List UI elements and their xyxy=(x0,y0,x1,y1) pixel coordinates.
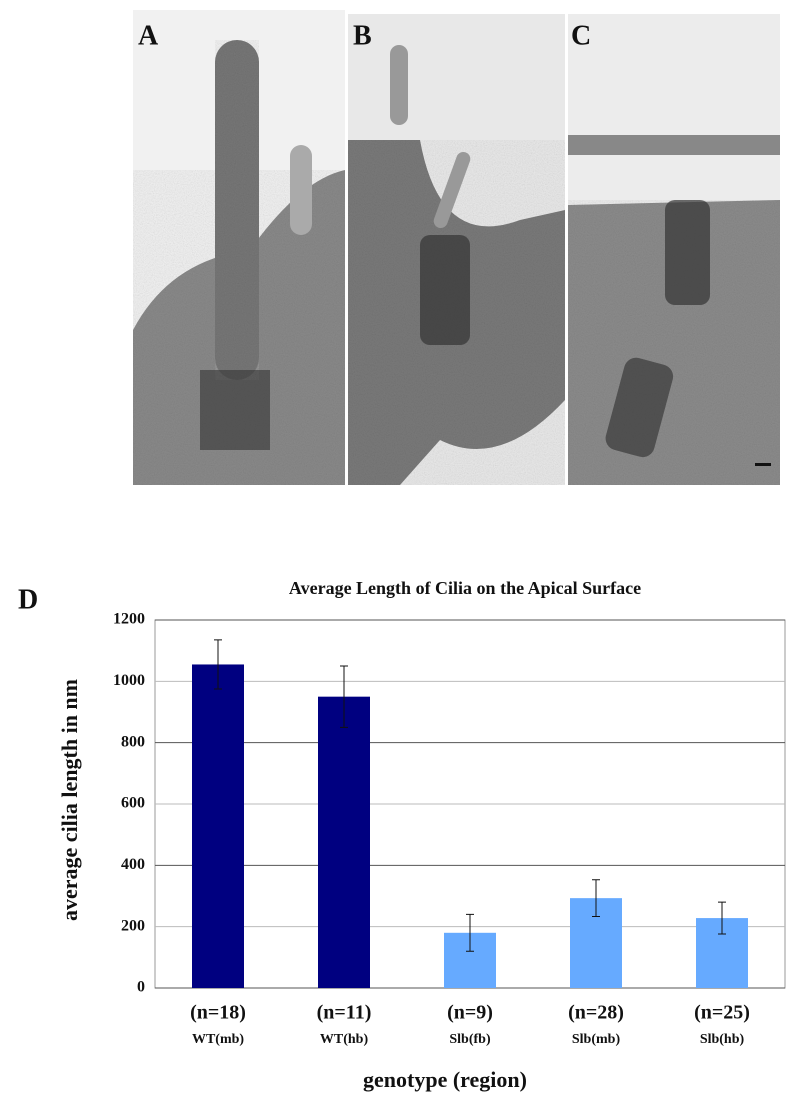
panel-label: D xyxy=(18,584,38,615)
micrograph-b xyxy=(348,14,565,485)
x-tick-sublabel: WT(mb) xyxy=(192,1032,244,1047)
x-tick-sublabel: Slb(mb) xyxy=(572,1032,621,1047)
y-tick-label: 800 xyxy=(121,733,145,750)
error-bar xyxy=(214,639,222,690)
x-tick-label: (n=11) xyxy=(317,1002,372,1024)
y-tick-label: 400 xyxy=(121,856,145,873)
y-tick-label: 1000 xyxy=(113,672,145,689)
error-bar xyxy=(466,913,474,952)
x-tick-sublabel: Slb(fb) xyxy=(449,1032,491,1047)
panel-label: C xyxy=(571,20,591,51)
y-tick-label: 0 xyxy=(137,979,145,996)
y-tick-label: 600 xyxy=(121,795,145,812)
error-bar xyxy=(340,665,348,728)
x-tick-label: (n=25) xyxy=(694,1002,750,1024)
micrograph-c xyxy=(568,14,780,485)
x-tick-label: (n=18) xyxy=(190,1002,246,1024)
panel-label: B xyxy=(353,20,372,51)
micrograph-a xyxy=(133,10,345,485)
panel-label: A xyxy=(138,20,159,51)
x-axis-label: genotype (region) xyxy=(363,1067,527,1092)
y-tick-label: 200 xyxy=(121,917,145,934)
error-bar xyxy=(718,901,726,935)
x-tick-label: (n=28) xyxy=(568,1002,624,1024)
x-tick-sublabel: Slb(hb) xyxy=(700,1032,745,1047)
x-tick-sublabel: WT(hb) xyxy=(320,1032,369,1047)
bar xyxy=(318,696,370,988)
error-bar xyxy=(592,879,600,918)
bar xyxy=(192,664,244,988)
chart-title: Average Length of Cilia on the Apical Su… xyxy=(289,578,641,598)
y-axis-label: average cilia length in nm xyxy=(57,679,82,921)
x-tick-label: (n=9) xyxy=(447,1002,493,1024)
y-tick-label: 1200 xyxy=(113,611,145,628)
